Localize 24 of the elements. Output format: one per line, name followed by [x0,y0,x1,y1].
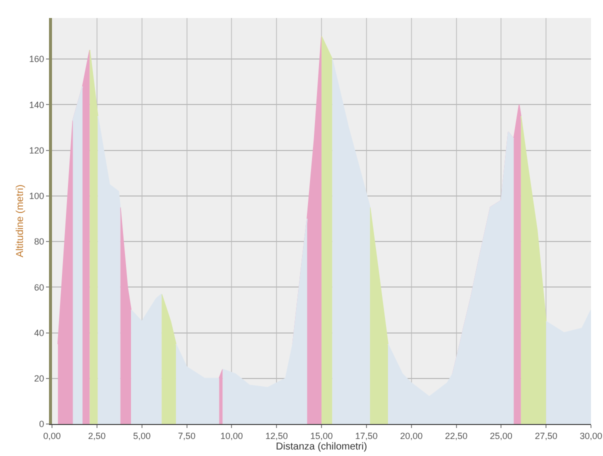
y-tick-label: 120 [29,145,44,156]
y-tick-label: 40 [34,328,44,338]
x-tick-label: 25,00 [490,430,512,441]
x-tick-label: 17,50 [355,430,378,441]
y-tick-label: 140 [29,100,44,110]
y-tick-label: 60 [34,282,44,292]
y-tick-label: 160 [29,54,44,64]
x-tick-label: 27,50 [534,430,558,441]
x-tick-label: 10,00 [220,430,243,441]
y-tick-label: 80 [34,236,44,247]
x-tick-label: 15,00 [310,430,333,441]
x-tick-label: 0,00 [43,430,61,441]
x-axis-title: Distanza (chilometri) [276,441,368,452]
y-tick-label: 100 [29,191,44,202]
y-tick-label: 0 [39,419,44,430]
x-tick-label: 5,00 [133,430,151,441]
x-tick-label: 2,50 [88,430,106,441]
y-axis-title: Altitudine (metri) [15,184,26,258]
x-tick-label: 30,00 [580,430,602,441]
x-tick-label: 12,50 [265,430,288,441]
x-tick-label: 7,50 [178,430,196,441]
y-tick-label: 20 [34,374,44,384]
x-tick-label: 20,00 [400,430,423,441]
x-tick-label: 22,50 [444,430,468,441]
